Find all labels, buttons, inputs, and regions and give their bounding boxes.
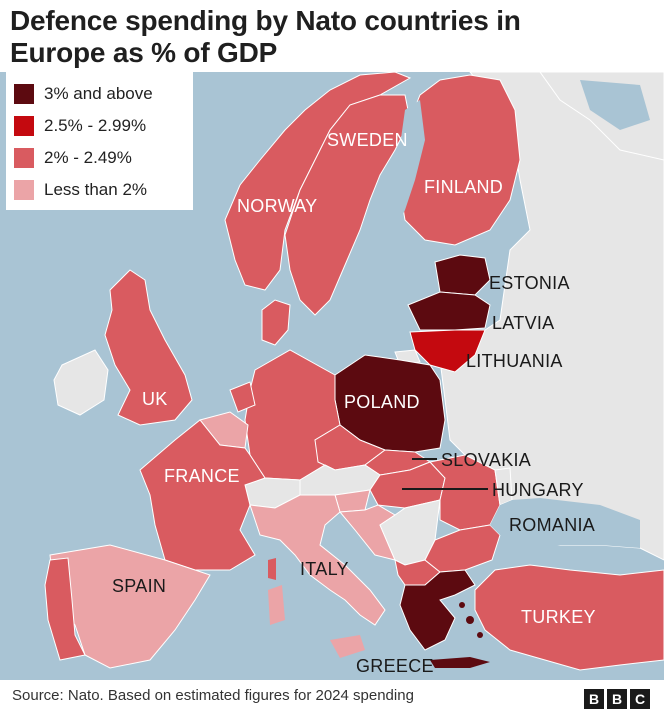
bbc-logo-letter: C: [630, 689, 650, 709]
legend-item: 2% - 2.49%: [14, 146, 132, 170]
title-line-2: Europe as % of GDP: [10, 37, 278, 68]
legend-label: 2.5% - 2.99%: [44, 116, 147, 135]
greece: [399, 569, 476, 651]
label-poland: POLAND: [344, 392, 420, 412]
label-finland: FINLAND: [424, 177, 503, 197]
bbc-logo-letter: B: [584, 689, 604, 709]
legend-label: Less than 2%: [44, 180, 148, 199]
legend-swatch-3-plus: [14, 84, 34, 104]
label-france: FRANCE: [164, 466, 240, 486]
white-sea: [580, 80, 650, 130]
sicily: [330, 635, 365, 658]
source-note: Source: Nato. Based on estimated figures…: [12, 687, 414, 704]
bulgaria: [424, 524, 501, 573]
turkey: [474, 564, 664, 671]
label-sweden: SWEDEN: [327, 130, 408, 150]
europe-map: SWEDEN FINLAND NORWAY ESTONIA LATVIA LIT…: [0, 72, 664, 680]
label-greece: GREECE: [356, 656, 434, 676]
uk: [104, 269, 193, 426]
italy: [249, 494, 386, 626]
legend-item: 2.5% - 2.99%: [14, 114, 146, 138]
norway: [224, 72, 412, 291]
label-italy: ITALY: [300, 559, 349, 579]
portugal: [44, 557, 86, 661]
black-sea: [490, 498, 640, 548]
label-latvia: LATVIA: [492, 313, 555, 333]
corsica: [268, 558, 276, 580]
netherlands: [229, 381, 256, 413]
bbc-logo-letter: B: [607, 689, 627, 709]
label-hungary: HUNGARY: [492, 480, 584, 500]
legend-item: 3% and above: [14, 82, 153, 106]
bbc-logo: B B C: [584, 689, 650, 709]
legend-label: 3% and above: [44, 84, 153, 103]
legend-label: 2% - 2.49%: [44, 148, 132, 167]
ireland: [53, 349, 109, 416]
lithuania: [409, 329, 486, 373]
legend-item: Less than 2%: [14, 178, 147, 202]
legend-swatch-under-2: [14, 180, 34, 200]
greek-island: [477, 632, 483, 638]
greek-island: [466, 616, 474, 624]
sardinia: [268, 585, 285, 625]
label-uk: UK: [142, 389, 168, 409]
title-line-1: Defence spending by Nato countries in: [10, 5, 521, 36]
greek-island: [459, 602, 465, 608]
label-lithuania: LITHUANIA: [466, 351, 563, 371]
label-estonia: ESTONIA: [489, 273, 570, 293]
spain: [49, 544, 211, 669]
crete: [430, 657, 490, 668]
label-slovakia: SLOVAKIA: [441, 450, 531, 470]
legend-swatch-2: [14, 148, 34, 168]
footer: Source: Nato. Based on estimated figures…: [0, 680, 664, 721]
sweden: [284, 94, 411, 316]
label-turkey: TURKEY: [521, 607, 596, 627]
legend: 3% and above 2.5% - 2.99% 2% - 2.49% Les…: [6, 72, 193, 210]
gulf-of-bothnia: [390, 100, 425, 230]
denmark: [261, 299, 291, 346]
chart-title: Defence spending by Nato countries in Eu…: [10, 5, 650, 69]
latvia: [407, 291, 491, 331]
label-norway: NORWAY: [237, 196, 317, 216]
legend-swatch-2-5: [14, 116, 34, 136]
label-spain: SPAIN: [112, 576, 166, 596]
label-romania: ROMANIA: [509, 515, 595, 535]
